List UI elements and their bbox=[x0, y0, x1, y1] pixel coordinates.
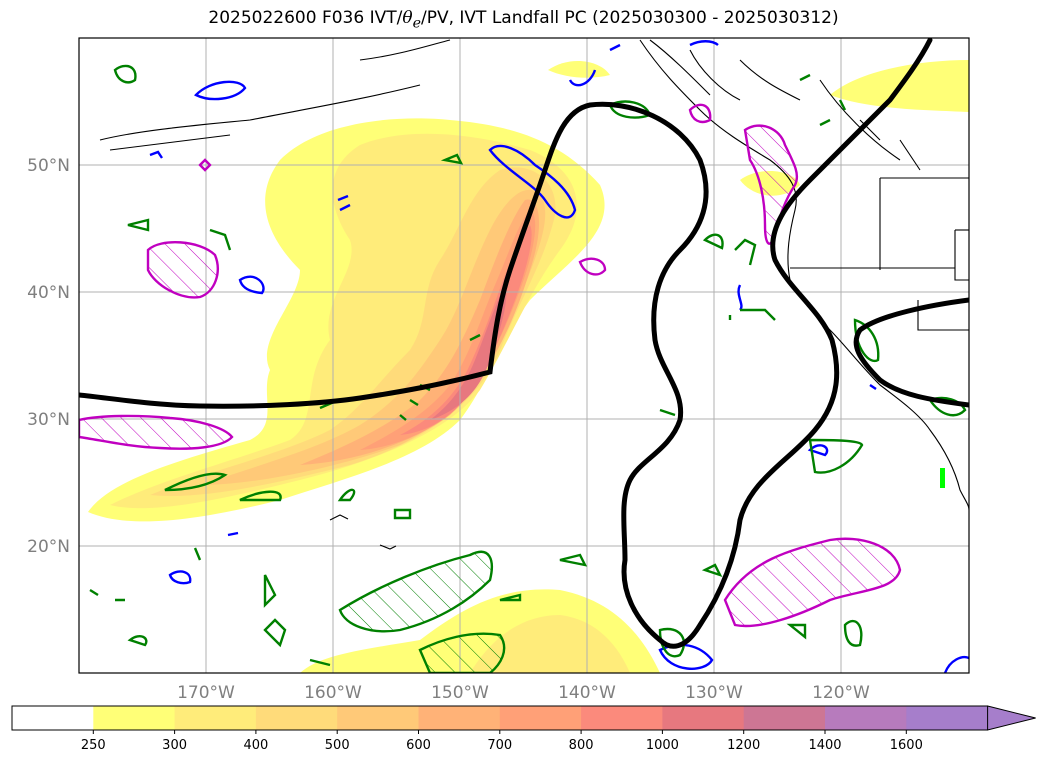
lon-label-140w: 140°W bbox=[558, 683, 616, 703]
colorbar-swatch bbox=[255, 706, 338, 730]
lon-label-120w: 120°W bbox=[812, 683, 870, 703]
colorbar: 250 300 400 500 600 700 800 1000 1200 1400 1600 bbox=[11, 705, 1036, 753]
map-border bbox=[78, 37, 970, 674]
lon-label-130w: 130°W bbox=[685, 683, 743, 703]
colorbar-swatch bbox=[418, 706, 501, 730]
ivt-fill-400 bbox=[150, 167, 556, 496]
colorbar-swatch bbox=[581, 706, 663, 730]
colorbar-label: 800 bbox=[569, 738, 594, 753]
lat-label-20: 20°N bbox=[27, 537, 70, 557]
lon-label-170w: 170°W bbox=[177, 683, 235, 703]
colorbar-swatch bbox=[174, 706, 257, 730]
magenta-contours bbox=[79, 103, 902, 628]
colorbar-swatch bbox=[825, 706, 907, 730]
lat-label-50: 50°N bbox=[27, 156, 70, 176]
colorbar-label: 400 bbox=[243, 738, 268, 753]
colorbar-label: 600 bbox=[406, 738, 431, 753]
colorbar-label: 500 bbox=[325, 738, 350, 753]
colorbar-swatch bbox=[743, 706, 826, 730]
colorbar-label: 1400 bbox=[808, 738, 841, 753]
colorbar-swatch bbox=[662, 706, 745, 730]
blue-contours bbox=[149, 40, 969, 673]
lat-label-40: 40°N bbox=[27, 283, 70, 303]
thick-black-contour bbox=[79, 38, 969, 649]
colorbar-label: 700 bbox=[487, 738, 512, 753]
ivt-fill-south-400 bbox=[470, 615, 630, 673]
colorbar-swatch bbox=[93, 706, 176, 730]
map-title: 2025022600 F036 IVT/θe/PV, IVT Landfall … bbox=[208, 8, 839, 32]
lon-label-150w: 150°W bbox=[431, 683, 489, 703]
colorbar-label: 1200 bbox=[727, 738, 760, 753]
colorbar-swatch bbox=[499, 706, 582, 730]
ivt-filled-contours bbox=[88, 60, 969, 673]
marker bbox=[940, 468, 945, 488]
lon-label-160w: 160°W bbox=[304, 683, 362, 703]
colorbar-label: 1000 bbox=[646, 738, 679, 753]
colorbar-label: 300 bbox=[162, 738, 187, 753]
colorbar-label: 1600 bbox=[890, 738, 923, 753]
colorbar-swatch bbox=[12, 706, 94, 730]
map-panel bbox=[79, 38, 969, 673]
colorbar-label: 250 bbox=[81, 738, 106, 753]
colorbar-swatch bbox=[337, 706, 419, 730]
lat-label-30: 30°N bbox=[27, 410, 70, 430]
colorbar-swatch bbox=[906, 706, 989, 730]
colorbar-extension bbox=[987, 705, 1036, 731]
